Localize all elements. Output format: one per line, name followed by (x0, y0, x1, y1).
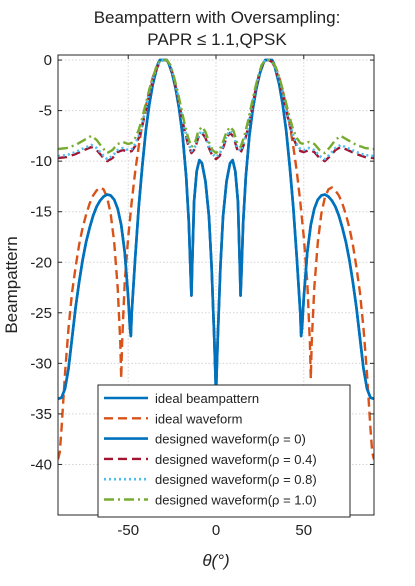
x-tick-label: -50 (117, 522, 139, 539)
series-line-5 (58, 58, 374, 161)
chart-title-line-2: PAPR ≤ 1.1,QPSK (147, 30, 287, 49)
y-axis-label: Beampattern (2, 236, 21, 333)
y-tick-label: -20 (30, 254, 52, 271)
x-tick-label: 0 (212, 522, 220, 539)
x-tick-label: 50 (295, 522, 312, 539)
x-axis-label: θ(°) (202, 551, 229, 570)
legend-box (97, 384, 351, 518)
y-tick-label: -35 (30, 406, 52, 423)
series-line-6 (58, 58, 374, 155)
y-tick-label: -40 (30, 456, 52, 473)
legend-label-3: designed waveform(ρ = 0) (155, 432, 306, 447)
y-tick-label: -5 (39, 103, 52, 120)
y-tick-label: -10 (30, 153, 52, 170)
y-tick-label: -15 (30, 204, 52, 221)
chart-title-line-1: Beampattern with Oversampling: (94, 8, 341, 27)
series-line-2 (58, 58, 374, 460)
series-line-4 (58, 58, 374, 163)
y-tick-label: 0 (44, 52, 52, 69)
y-tick-label: -25 (30, 305, 52, 322)
y-tick-label: -30 (30, 355, 52, 372)
chart-title: Beampattern with Oversampling: PAPR ≤ 1.… (94, 8, 341, 49)
legend-label-1: ideal beampattern (155, 391, 259, 406)
legend-label-6: designed waveform(ρ = 1.0) (155, 493, 317, 508)
legend-label-5: designed waveform(ρ = 0.8) (155, 472, 317, 487)
legend-label-4: designed waveform(ρ = 0.4) (155, 452, 317, 467)
legend-label-2: ideal waveform (155, 411, 242, 426)
legend: ideal beampattern ideal waveform designed … (97, 384, 351, 518)
